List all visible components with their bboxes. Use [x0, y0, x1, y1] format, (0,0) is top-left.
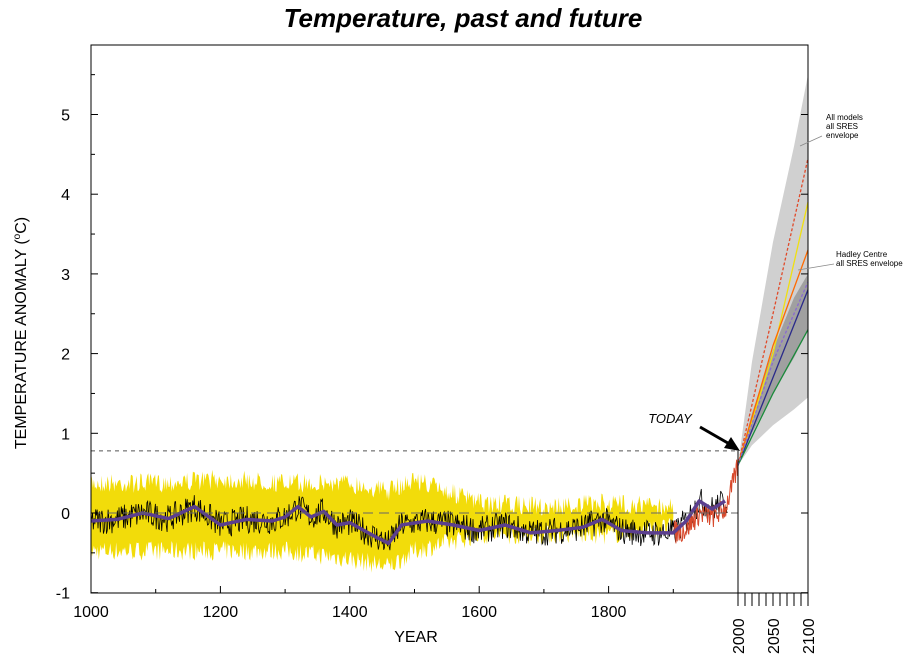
y-axis-label-degree: o: [12, 233, 23, 239]
envelope-note-pointer: [797, 263, 835, 271]
instrumental-record-line: [672, 459, 739, 544]
y-tick-label: 0: [61, 506, 70, 523]
today-annotation: TODAY: [648, 411, 740, 451]
x-axis-label: YEAR: [394, 629, 438, 646]
plot-frame: [90, 44, 809, 594]
envelope-note-line: envelope: [826, 131, 859, 140]
all-models-all-sres-envelope-band: [738, 74, 808, 466]
y-tick-label: 3: [61, 267, 70, 284]
today-label: TODAY: [648, 411, 693, 426]
y-tick-label: -1: [56, 586, 70, 603]
envelope-note-line: Hadley Centre: [836, 250, 888, 259]
envelope-note-line: all SRES envelope: [836, 259, 903, 268]
annual-reconstruction-line: [90, 488, 728, 551]
y-tick-label: 1: [61, 426, 70, 443]
y-axis-label-unit: C): [13, 217, 30, 234]
x-tick-label: 1200: [203, 604, 239, 621]
chart-title: Temperature, past and future: [284, 3, 643, 33]
y-axis-label: TEMPERATURE ANOMALY (oC): [12, 217, 30, 449]
scenario-a1fi-line: [737, 158, 809, 466]
axis-ticks: -1 0 1 2 3 4 5 1000 1200 1400 1600 1800 2000 2050 2100: [56, 74, 818, 654]
x-tick-label: 1600: [461, 604, 497, 621]
y-tick-label: 5: [61, 108, 70, 125]
smoothed-reconstruction-line: [90, 499, 727, 546]
scenario-a1b-line: [737, 249, 809, 466]
scenario-a1t-line: [737, 281, 809, 466]
future-x-tick-label: 2000: [731, 618, 748, 654]
envelope-note-pointer: [799, 135, 823, 147]
y-axis-label-main: TEMPERATURE ANOMALY (: [13, 239, 30, 449]
uncertainty-band: [91, 469, 674, 573]
scenario-a2-line: [737, 202, 809, 466]
future-x-tick-label: 2050: [766, 618, 783, 654]
scenario-b2-line: [737, 289, 809, 466]
scenario-b1-line: [737, 329, 809, 466]
plot-area: [90, 74, 809, 573]
x-tick-label: 1400: [332, 604, 368, 621]
y-tick-label: 2: [61, 347, 70, 364]
envelope-note-line: all SRES: [826, 122, 858, 131]
envelope-note-line: All models: [826, 113, 863, 122]
x-tick-label: 1000: [73, 604, 109, 621]
x-tick-label: 1800: [591, 604, 627, 621]
y-tick-label: 4: [61, 187, 70, 204]
today-arrow-head: [724, 437, 740, 451]
future-x-tick-label: 2100: [801, 618, 818, 654]
